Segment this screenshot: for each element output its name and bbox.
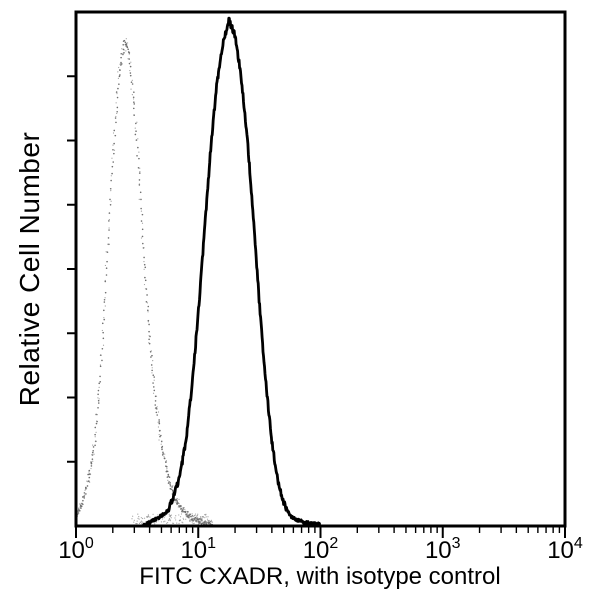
x-tick-label: 101 <box>180 535 216 564</box>
y-axis-label: Relative Cell Number <box>14 131 45 407</box>
x-tick-label: 103 <box>425 535 461 564</box>
x-axis-label: FITC CXADR, with isotype control <box>139 563 501 590</box>
x-tick-label: 104 <box>547 535 583 564</box>
x-tick-label: 102 <box>303 535 339 564</box>
x-tick-label: 100 <box>58 535 94 564</box>
